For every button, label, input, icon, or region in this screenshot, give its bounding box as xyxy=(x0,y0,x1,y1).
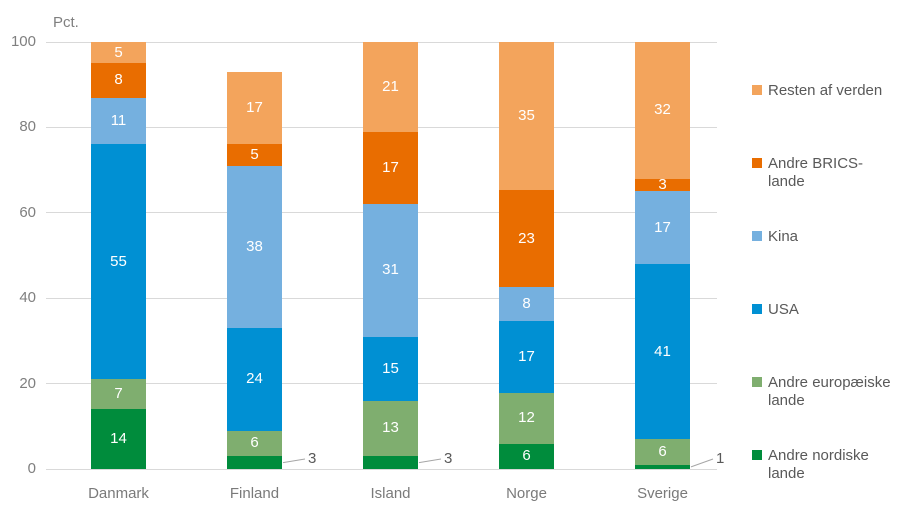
bar-value-label: 8 xyxy=(114,71,123,89)
bar-segment xyxy=(499,392,554,444)
y-tick-label: 40 xyxy=(19,289,36,307)
y-tick-label: 20 xyxy=(19,374,36,392)
bar-segment xyxy=(91,379,146,410)
callout-line xyxy=(418,458,442,464)
category-label: Sverige xyxy=(637,485,688,502)
bar-segment xyxy=(635,264,690,440)
legend-label: Andre europæiske lande xyxy=(768,374,891,409)
bar-segment xyxy=(227,430,282,457)
legend-item: Resten af verden xyxy=(752,82,900,100)
bar-value-label: 15 xyxy=(382,359,399,377)
bar-value-label: 6 xyxy=(522,447,531,465)
bar-value-label: 5 xyxy=(114,43,123,61)
legend-item: Andre europæiske lande xyxy=(752,374,900,409)
y-tick-label: 0 xyxy=(27,460,36,477)
bar-segment xyxy=(635,178,690,192)
legend-swatch-icon xyxy=(752,231,762,241)
bar-value-label: 35 xyxy=(518,106,535,124)
bar-value-label: 13 xyxy=(382,419,399,437)
bar-segment xyxy=(363,456,418,469)
bar-segment xyxy=(363,336,418,401)
y-tick-label: 100 xyxy=(10,33,36,50)
legend-label: Resten af verden xyxy=(768,82,883,99)
bar-segment xyxy=(91,409,146,469)
bar-value-label: 32 xyxy=(654,101,671,119)
bar-value-label: 24 xyxy=(246,370,263,388)
category-label: Danmark xyxy=(88,485,149,502)
callout-line xyxy=(282,458,306,464)
legend-item: Kina xyxy=(752,228,900,246)
bar-value-label: 23 xyxy=(518,229,535,247)
bar-value-label: 8 xyxy=(522,295,531,313)
bar-segment xyxy=(363,400,418,457)
bar-segment xyxy=(91,63,146,98)
category-label: Norge xyxy=(506,485,547,502)
bar-segment xyxy=(91,42,146,64)
bar-value-label: 17 xyxy=(518,347,535,365)
bar-value-label: 31 xyxy=(382,261,399,279)
bar-value-label: 17 xyxy=(654,218,671,236)
bar-segment xyxy=(635,439,690,465)
bar-segment xyxy=(227,328,282,431)
legend-label: Andre nordiske lande xyxy=(768,447,869,482)
bar-segment xyxy=(227,144,282,166)
y-tick-label: 80 xyxy=(19,118,36,136)
bar-value-label: 6 xyxy=(658,442,667,460)
y-tick-label: 60 xyxy=(19,203,36,221)
bar-value-label: 41 xyxy=(654,342,671,360)
bar-segment xyxy=(499,42,554,190)
bar-segment xyxy=(227,456,282,469)
bar-segment xyxy=(635,42,690,179)
category-label: Island xyxy=(370,485,411,502)
callout-value-label: 3 xyxy=(444,450,453,467)
bar-segment xyxy=(499,287,554,322)
bar-value-label: 3 xyxy=(658,176,667,194)
bar-segment xyxy=(499,189,554,288)
legend-label: Andre BRICS-lande xyxy=(768,155,864,190)
legend-label: Kina xyxy=(768,228,799,245)
bar-value-label: 17 xyxy=(382,158,399,176)
legend-swatch-icon xyxy=(752,158,762,168)
legend-swatch-icon xyxy=(752,450,762,460)
legend: Resten af verden Andre BRICS-lande Kina USA… xyxy=(752,0,900,519)
bar-value-label: 21 xyxy=(382,77,399,95)
legend-swatch-icon xyxy=(752,85,762,95)
gridline xyxy=(46,468,717,470)
bar-value-label: 6 xyxy=(250,434,259,452)
category-label: Finland xyxy=(229,485,280,502)
bar-value-label: 12 xyxy=(518,409,535,427)
bar-segment xyxy=(91,144,146,380)
bar-value-label: 55 xyxy=(110,252,127,270)
callout-value-label: 1 xyxy=(716,450,725,467)
bar-segment xyxy=(91,97,146,145)
bar-segment xyxy=(227,71,282,145)
bar-segment xyxy=(363,204,418,337)
bar-segment xyxy=(635,191,690,265)
legend-label: USA xyxy=(768,301,799,318)
bar-segment xyxy=(227,165,282,329)
callout-line xyxy=(690,458,714,468)
legend-swatch-icon xyxy=(752,377,762,387)
bar-value-label: 7 xyxy=(114,385,123,403)
legend-swatch-icon xyxy=(752,304,762,314)
bar-value-label: 11 xyxy=(110,111,127,129)
bar-segment xyxy=(363,131,418,205)
bar-value-label: 17 xyxy=(246,99,263,117)
bar-value-label: 5 xyxy=(250,146,259,164)
bar-segment xyxy=(363,42,418,132)
legend-item: Andre nordiske lande xyxy=(752,447,900,482)
bar-segment xyxy=(499,443,554,469)
y-axis-unit-label: Pct. xyxy=(53,14,79,31)
legend-item: USA xyxy=(752,301,900,319)
callout-value-label: 3 xyxy=(308,450,317,467)
legend-item: Andre BRICS-lande xyxy=(752,155,900,190)
bar-value-label: 14 xyxy=(110,430,127,448)
bar-value-label: 38 xyxy=(246,237,263,255)
bar-segment xyxy=(635,464,690,469)
bar-segment xyxy=(499,321,554,393)
